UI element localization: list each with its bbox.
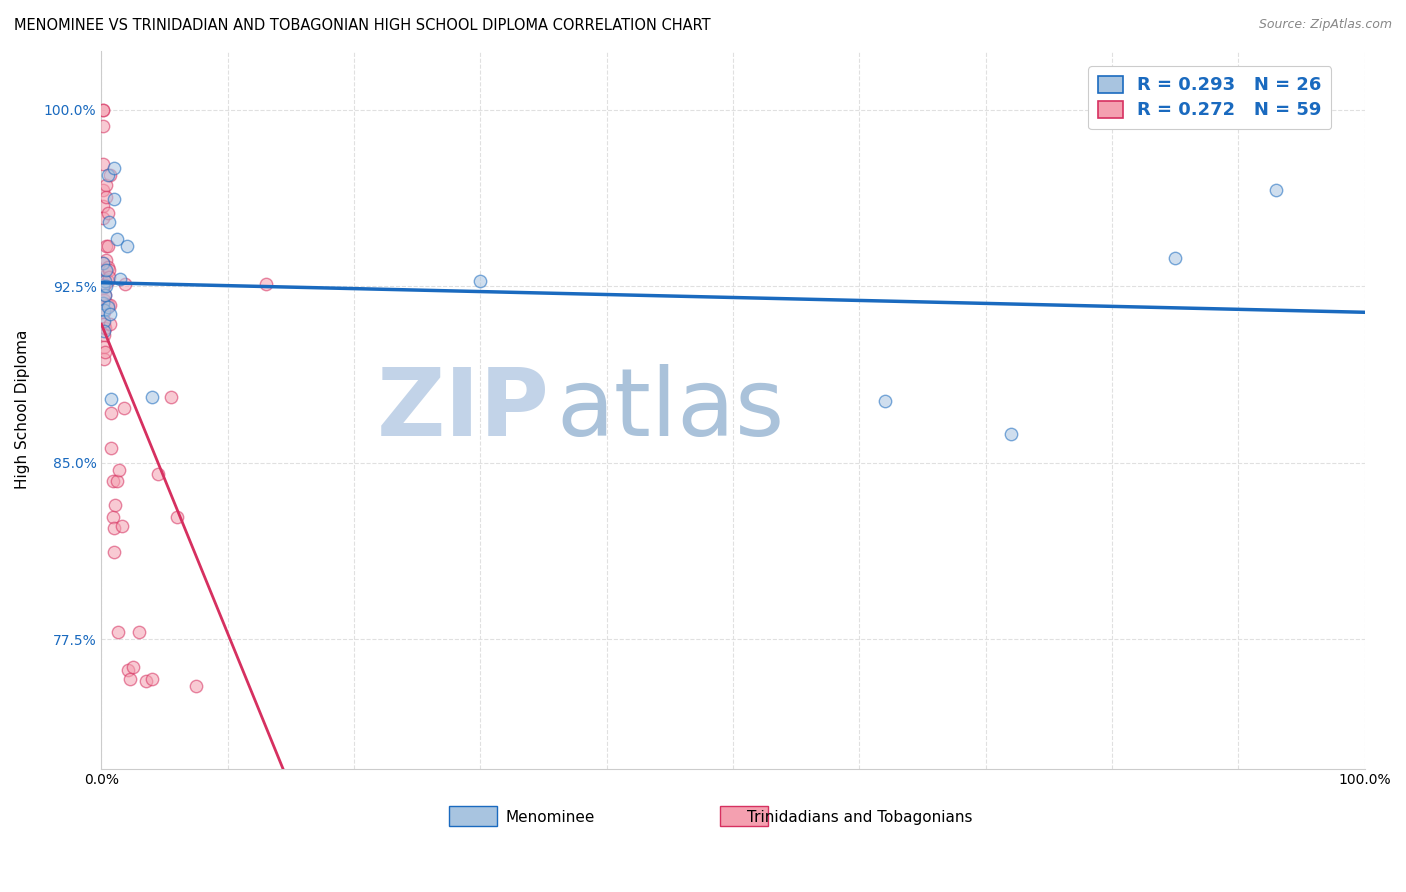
Point bbox=[254, 277, 277, 291]
Point bbox=[94, 277, 117, 291]
Text: Trinidadians and Tobagonians: Trinidadians and Tobagonians bbox=[747, 810, 972, 825]
Point bbox=[93, 340, 115, 354]
Point bbox=[91, 199, 114, 213]
Point bbox=[1265, 182, 1288, 196]
Text: ZIP: ZIP bbox=[377, 364, 550, 456]
Point bbox=[96, 279, 118, 293]
Point bbox=[141, 390, 163, 404]
Point bbox=[91, 279, 114, 293]
Point bbox=[101, 509, 124, 524]
Point bbox=[96, 253, 118, 268]
Point bbox=[160, 390, 183, 404]
Point bbox=[93, 324, 115, 338]
Point bbox=[91, 211, 114, 225]
Text: Source: ZipAtlas.com: Source: ZipAtlas.com bbox=[1258, 18, 1392, 31]
Point bbox=[103, 161, 125, 176]
Point bbox=[873, 394, 896, 409]
Point bbox=[104, 498, 127, 512]
Point bbox=[110, 272, 132, 286]
Point bbox=[94, 321, 117, 335]
Point bbox=[93, 317, 115, 331]
Point bbox=[91, 182, 114, 196]
Point bbox=[91, 295, 114, 310]
Point bbox=[98, 169, 121, 183]
Point bbox=[93, 351, 115, 366]
Point bbox=[103, 192, 125, 206]
Point bbox=[107, 625, 129, 640]
Point bbox=[128, 625, 150, 640]
Point bbox=[97, 260, 120, 275]
Point bbox=[105, 475, 128, 489]
FancyBboxPatch shape bbox=[449, 805, 496, 826]
Point bbox=[93, 305, 115, 319]
Point bbox=[470, 274, 492, 288]
Point bbox=[148, 467, 170, 482]
Point bbox=[97, 274, 120, 288]
Point bbox=[93, 293, 115, 308]
Point bbox=[94, 345, 117, 359]
Point bbox=[98, 307, 121, 321]
Point bbox=[135, 674, 157, 689]
Point bbox=[103, 521, 125, 535]
FancyBboxPatch shape bbox=[720, 805, 769, 826]
Point bbox=[94, 288, 117, 302]
Text: MENOMINEE VS TRINIDADIAN AND TOBAGONIAN HIGH SCHOOL DIPLOMA CORRELATION CHART: MENOMINEE VS TRINIDADIAN AND TOBAGONIAN … bbox=[14, 18, 710, 33]
Y-axis label: High School Diploma: High School Diploma bbox=[15, 330, 30, 490]
Point bbox=[115, 239, 138, 253]
Point bbox=[100, 442, 122, 456]
Point bbox=[94, 288, 117, 302]
Point bbox=[97, 206, 120, 220]
Point bbox=[91, 103, 114, 117]
Point bbox=[94, 274, 117, 288]
Point bbox=[108, 462, 131, 476]
Point bbox=[98, 317, 121, 331]
Point bbox=[1000, 427, 1022, 442]
Legend: R = 0.293   N = 26, R = 0.272   N = 59: R = 0.293 N = 26, R = 0.272 N = 59 bbox=[1088, 66, 1331, 129]
Point bbox=[120, 672, 142, 686]
Point bbox=[93, 302, 115, 317]
Point bbox=[97, 300, 120, 314]
Point bbox=[97, 169, 120, 183]
Point bbox=[96, 239, 118, 253]
Text: Menominee: Menominee bbox=[505, 810, 595, 825]
Point bbox=[117, 663, 139, 677]
Point bbox=[184, 679, 207, 693]
Point bbox=[141, 672, 163, 686]
Point bbox=[100, 392, 122, 406]
Point bbox=[166, 509, 188, 524]
Point bbox=[96, 178, 118, 192]
Point bbox=[91, 103, 114, 117]
Point bbox=[1164, 251, 1187, 265]
Point bbox=[105, 232, 128, 246]
Point bbox=[93, 328, 115, 343]
Point bbox=[100, 406, 122, 420]
Point bbox=[101, 475, 124, 489]
Point bbox=[114, 277, 136, 291]
Point bbox=[91, 156, 114, 170]
Point bbox=[103, 545, 125, 559]
Point bbox=[98, 298, 121, 312]
Point bbox=[96, 189, 118, 203]
Point bbox=[93, 314, 115, 328]
Point bbox=[110, 519, 132, 533]
Point bbox=[91, 255, 114, 269]
Point bbox=[97, 215, 120, 229]
Point bbox=[112, 401, 135, 416]
Point bbox=[97, 298, 120, 312]
Point bbox=[97, 269, 120, 284]
Point bbox=[91, 269, 114, 284]
Point bbox=[91, 281, 114, 295]
Point bbox=[91, 119, 114, 133]
Point bbox=[122, 660, 145, 674]
Point bbox=[97, 239, 120, 253]
Point bbox=[91, 255, 114, 269]
Text: atlas: atlas bbox=[557, 364, 785, 456]
Point bbox=[96, 262, 118, 277]
Point bbox=[94, 262, 117, 277]
Point bbox=[97, 262, 120, 277]
